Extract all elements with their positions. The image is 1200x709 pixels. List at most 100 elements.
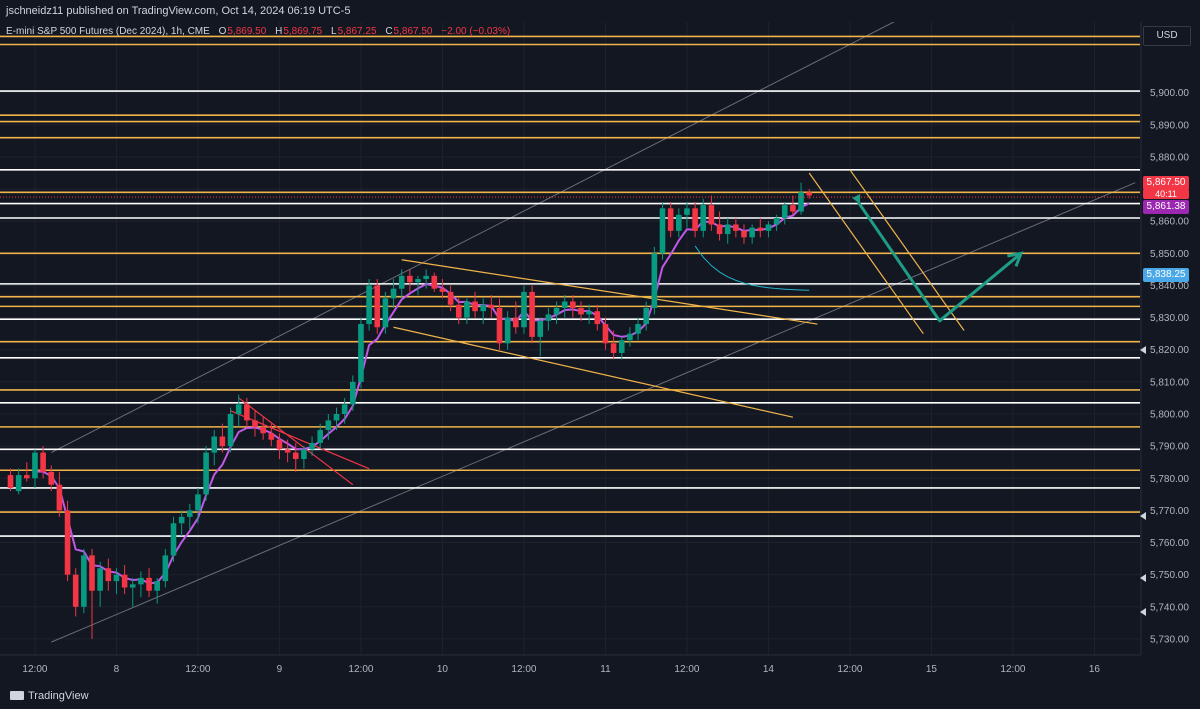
candle-body (56, 484, 63, 511)
trend-line (849, 169, 965, 331)
candle-body (260, 426, 266, 434)
x-tick-label: 12:00 (511, 664, 536, 675)
candle-body (773, 218, 780, 225)
last-price-tag: 5,867.50 (1143, 176, 1189, 190)
ma-line (694, 245, 810, 291)
y-tick-label: 5,730.00 (1150, 634, 1189, 645)
high-label: H (275, 26, 283, 37)
candle-body (317, 430, 323, 443)
publisher-text: jschneidz11 published on TradingView.com… (6, 5, 351, 17)
candle-body (113, 574, 120, 582)
tradingview-brand[interactable]: TradingView (10, 683, 89, 709)
y-tick-label: 5,840.00 (1150, 281, 1189, 292)
candle-body (252, 420, 258, 427)
projection-start-marker (852, 193, 861, 204)
low-value: 5,867.25 (337, 26, 377, 37)
y-tick-label: 5,750.00 (1150, 570, 1189, 581)
candle-body (643, 307, 649, 325)
y-tick-label: 5,760.00 (1150, 538, 1189, 549)
candle-body (570, 301, 576, 308)
price-alert-marker (1140, 512, 1146, 520)
x-tick-label: 12:00 (348, 664, 373, 675)
candle-body (284, 449, 291, 453)
candle-body (488, 304, 495, 308)
candle-body (341, 404, 348, 415)
close-value: 5,867.50 (393, 26, 433, 37)
symbol-legend: E-mini S&P 500 Futures (Dec 2024), 1h, C… (6, 26, 516, 37)
channel-line (51, 182, 1136, 643)
brand-label: TradingView (28, 690, 89, 702)
change-value: −2.00 (−0.03%) (441, 26, 511, 37)
candle-body (496, 307, 503, 344)
y-tick-label: 5,850.00 (1150, 249, 1189, 260)
x-tick-label: 12:00 (22, 664, 47, 675)
candle-body (48, 471, 55, 485)
x-tick-label: 9 (277, 664, 283, 675)
candle-body (358, 324, 364, 382)
candle-body (635, 324, 641, 334)
candle-body (154, 581, 160, 591)
candle-body (374, 285, 381, 328)
candle-body (415, 279, 421, 283)
candle-body (480, 304, 486, 312)
candle-body (798, 192, 804, 212)
candle-body (651, 253, 658, 308)
plot-area (0, 22, 1140, 655)
candle-body (24, 475, 30, 479)
trend-line (808, 172, 924, 335)
candle-body (521, 291, 527, 328)
candle-body (537, 320, 544, 337)
candle-body (350, 381, 356, 405)
candle-body (667, 208, 674, 231)
projection-arrow-head (1007, 251, 1024, 267)
price-alert-marker (1140, 574, 1146, 582)
candle-body (32, 452, 38, 479)
candle-body (545, 314, 552, 321)
candle-body (708, 205, 715, 225)
candle-body (716, 224, 723, 235)
candle-body (472, 301, 478, 312)
candle-body (455, 304, 462, 318)
symbol-title: E-mini S&P 500 Futures (Dec 2024), 1h, C… (6, 26, 210, 37)
candle-body (692, 208, 698, 231)
trend-line (230, 410, 370, 470)
candle-body (447, 291, 454, 305)
candle-body (211, 436, 218, 453)
candle-body (121, 574, 128, 588)
candle-body (235, 404, 242, 415)
candle-body (162, 555, 169, 582)
x-tick-label: 12:00 (674, 664, 699, 675)
x-tick-label: 12:00 (1000, 664, 1025, 675)
candle-body (594, 311, 601, 325)
footer-bar: TradingView (0, 683, 1200, 709)
candle-body (72, 574, 79, 607)
candle-body (431, 275, 438, 289)
tradingview-logo-icon (10, 691, 24, 700)
candle-body (89, 555, 95, 591)
y-tick-label: 5,800.00 (1150, 410, 1189, 421)
x-tick-label: 12:00 (837, 664, 862, 675)
candle-body (529, 291, 535, 337)
trend-line (238, 397, 354, 486)
candle-body (684, 208, 690, 215)
y-tick-label: 5,770.00 (1150, 506, 1189, 517)
candle-body (733, 224, 739, 231)
x-tick-label: 16 (1089, 664, 1101, 675)
candle-body (292, 452, 299, 459)
candle-body (129, 584, 136, 588)
currency-selector[interactable]: USD (1143, 26, 1191, 46)
y-tick-label: 5,860.00 (1150, 217, 1189, 228)
y-tick-label: 5,820.00 (1150, 345, 1189, 356)
candle-body (724, 224, 731, 235)
open-label: O (218, 26, 227, 37)
candle-body (806, 192, 812, 196)
candle-body (423, 275, 429, 280)
candle-body (390, 288, 397, 299)
x-tick-label: 8 (114, 664, 120, 675)
y-tick-label: 5,810.00 (1150, 377, 1189, 388)
candle-body (366, 285, 372, 325)
candle-body (7, 475, 14, 488)
candle-body (382, 298, 389, 328)
candle-body (504, 317, 511, 344)
